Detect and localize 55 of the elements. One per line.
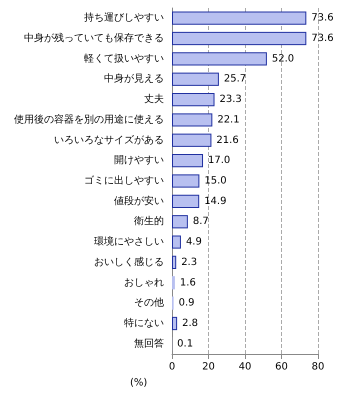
y-tick-label: 開けやすい	[114, 155, 164, 166]
data-label: 73.6	[311, 12, 334, 24]
bar	[172, 113, 212, 127]
y-tick-label: 持ち運びしやすい	[84, 12, 164, 24]
bar	[172, 92, 215, 106]
data-label: 21.6	[216, 134, 239, 146]
bar	[172, 256, 176, 270]
data-label: 15.0	[204, 176, 227, 186]
x-tick-label: 80	[312, 362, 324, 372]
y-tick-label: 衛生的	[134, 215, 164, 228]
bar	[172, 174, 200, 188]
y-tick-label: 丈夫	[144, 93, 164, 106]
bar	[172, 52, 267, 66]
y-tick-label: 環境にやさしい	[94, 236, 164, 248]
y-tick-label: 中身が見える	[104, 72, 164, 85]
data-label: 2.8	[182, 318, 198, 329]
bar	[172, 134, 212, 147]
bar	[172, 235, 181, 249]
data-label: 52.0	[272, 53, 294, 64]
x-tick-label: 40	[238, 362, 252, 372]
data-label: 0.1	[177, 338, 194, 350]
data-label: 25.7	[224, 74, 246, 85]
y-tick-label: 使用後の容器を別の用途に使える	[14, 113, 164, 126]
bar	[172, 276, 175, 290]
bar	[172, 12, 306, 25]
bar	[172, 194, 200, 208]
data-label: 2.3	[181, 256, 198, 268]
y-tick-label: その他	[134, 296, 164, 309]
y-tick-label: 軽くて扱いやすい	[84, 52, 164, 64]
data-label: 1.6	[180, 277, 196, 288]
y-tick-label: 無回答	[134, 337, 164, 350]
bar	[172, 316, 178, 330]
bar	[172, 72, 219, 86]
x-tick-label: 60	[275, 362, 288, 372]
y-tick-label: 特にない	[124, 316, 164, 329]
y-tick-label: ゴミに出しやすい	[84, 174, 164, 186]
y-tick-label: いろいろなサイズがある	[54, 134, 164, 146]
x-axis-title: (%)	[130, 378, 148, 388]
data-label: 22.1	[217, 114, 240, 126]
data-label: 4.9	[186, 236, 202, 248]
data-label: 0.9	[178, 298, 195, 309]
x-tick-label: 20	[202, 362, 215, 372]
y-tick-label: 中身が残っていても保存できる	[24, 32, 164, 44]
y-tick-label: 値段が安い	[114, 194, 164, 207]
bar	[172, 215, 188, 228]
data-label: 17.0	[208, 155, 230, 166]
y-tick-label: おいしく感じる	[94, 256, 164, 268]
data-label: 73.6	[311, 33, 334, 44]
data-label: 23.3	[220, 94, 242, 106]
bar	[172, 154, 204, 168]
x-tick-label: 0	[168, 362, 176, 372]
bar	[172, 32, 306, 46]
data-label: 14.9	[204, 196, 226, 207]
y-tick-label: おしゃれ	[124, 277, 164, 288]
data-label: 8.7	[192, 216, 209, 228]
